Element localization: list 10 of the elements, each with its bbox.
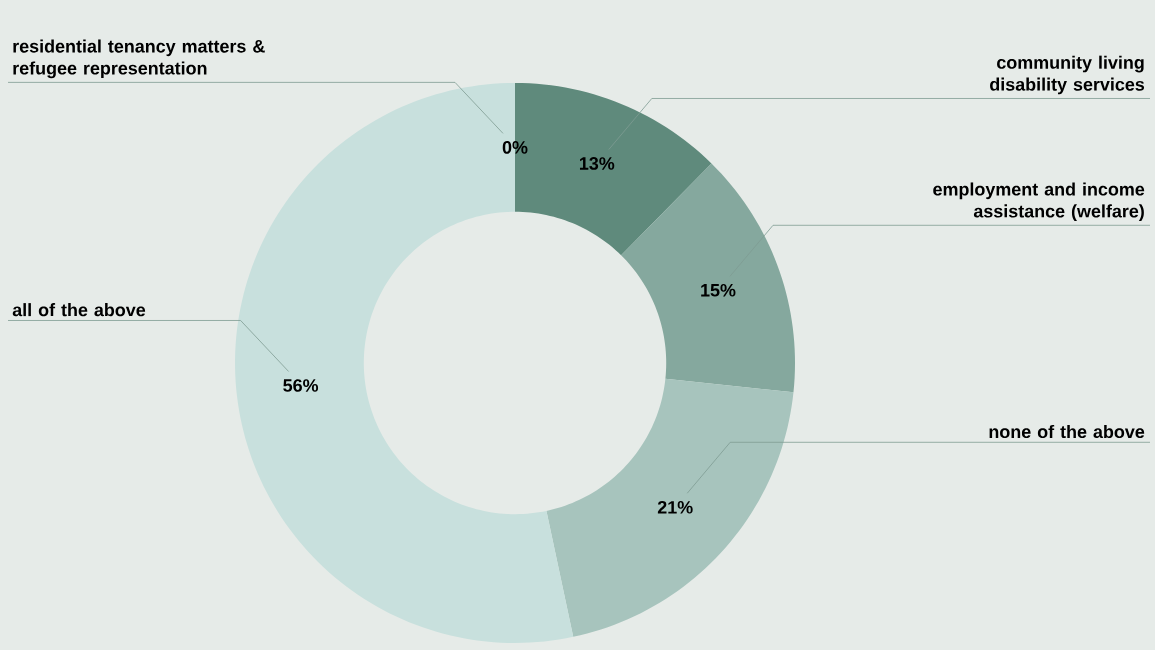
data-label: 21% <box>657 500 693 514</box>
category-label: residential tenancy matters & refugee representation <box>13 39 265 79</box>
data-label: 15% <box>701 283 736 297</box>
slice-label: none of the above <box>989 424 1145 439</box>
slice-label: all of the above <box>12 303 146 317</box>
slice-label: community living disability services <box>990 55 1145 95</box>
data-label: 56% <box>283 379 319 392</box>
data-label: 13% <box>579 157 615 170</box>
text: 0% <box>502 141 528 154</box>
slice-label: employment and income assistance (welfare) <box>933 182 1145 222</box>
